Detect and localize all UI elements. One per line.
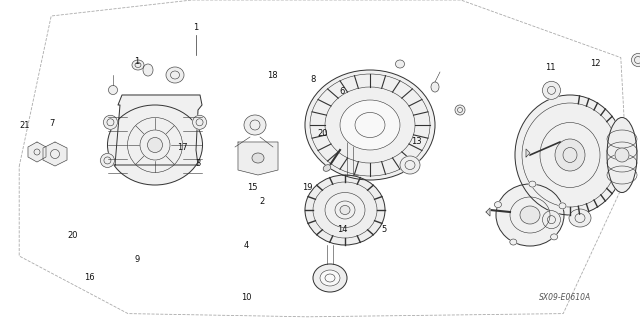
Ellipse shape (396, 60, 404, 68)
Text: 1: 1 (134, 58, 140, 67)
Ellipse shape (510, 239, 517, 245)
Ellipse shape (313, 264, 347, 292)
Ellipse shape (543, 81, 561, 99)
Polygon shape (238, 142, 278, 175)
Ellipse shape (529, 181, 536, 187)
Polygon shape (28, 142, 46, 162)
Ellipse shape (143, 64, 153, 76)
Ellipse shape (569, 209, 591, 227)
Text: 11: 11 (545, 62, 556, 71)
Ellipse shape (132, 60, 144, 70)
Text: 6: 6 (339, 87, 345, 97)
Ellipse shape (431, 82, 439, 92)
Ellipse shape (108, 105, 202, 185)
Text: 18: 18 (267, 70, 277, 79)
Ellipse shape (340, 100, 400, 150)
Ellipse shape (104, 115, 118, 129)
Polygon shape (115, 95, 202, 165)
Ellipse shape (340, 205, 350, 214)
Ellipse shape (559, 203, 566, 209)
Text: 1: 1 (193, 23, 198, 33)
Text: 4: 4 (243, 242, 248, 251)
Text: 14: 14 (337, 226, 348, 235)
Text: 5: 5 (381, 226, 387, 235)
Ellipse shape (550, 234, 557, 240)
Text: 3: 3 (195, 158, 201, 167)
Ellipse shape (495, 202, 502, 208)
Text: 20: 20 (317, 130, 328, 139)
Ellipse shape (607, 117, 637, 193)
Ellipse shape (252, 153, 264, 163)
Polygon shape (43, 142, 67, 166)
Text: 8: 8 (310, 76, 316, 84)
Text: 17: 17 (177, 142, 188, 151)
Ellipse shape (520, 206, 540, 224)
Text: 15: 15 (247, 182, 257, 191)
Ellipse shape (305, 175, 385, 245)
Ellipse shape (400, 156, 420, 174)
Text: SX09-E0610A: SX09-E0610A (539, 293, 591, 302)
Ellipse shape (323, 165, 331, 171)
Ellipse shape (615, 148, 629, 162)
Text: 19: 19 (301, 183, 312, 193)
Ellipse shape (147, 138, 163, 153)
Ellipse shape (543, 211, 561, 229)
Ellipse shape (555, 139, 585, 171)
Ellipse shape (109, 85, 118, 94)
Text: 21: 21 (20, 122, 30, 131)
Ellipse shape (325, 193, 365, 228)
Text: 10: 10 (241, 292, 252, 301)
Ellipse shape (632, 53, 640, 67)
Polygon shape (526, 149, 530, 157)
Text: 20: 20 (68, 231, 78, 241)
Polygon shape (486, 208, 490, 216)
Text: 13: 13 (411, 138, 421, 147)
Ellipse shape (305, 70, 435, 180)
Ellipse shape (455, 105, 465, 115)
Ellipse shape (100, 154, 115, 167)
Text: 12: 12 (589, 60, 600, 68)
Ellipse shape (193, 115, 207, 129)
Text: 16: 16 (84, 274, 94, 283)
Ellipse shape (244, 115, 266, 135)
Ellipse shape (515, 95, 625, 215)
Text: 2: 2 (259, 196, 264, 205)
Ellipse shape (496, 184, 564, 246)
Text: 9: 9 (134, 254, 140, 263)
Text: 7: 7 (49, 119, 54, 129)
Ellipse shape (166, 67, 184, 83)
Ellipse shape (320, 270, 340, 286)
